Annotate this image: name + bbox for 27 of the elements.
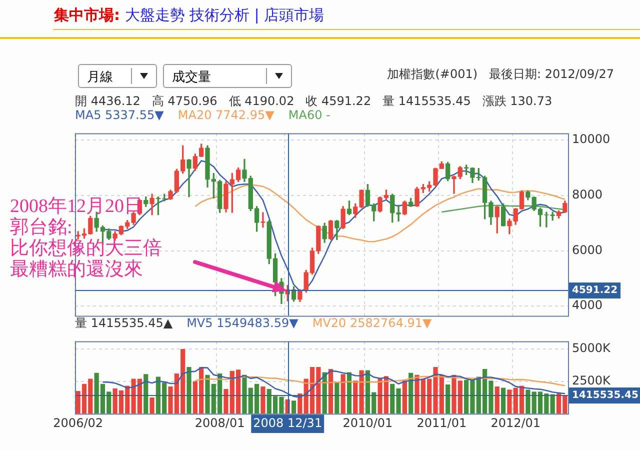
y-tick-label: 2500K	[572, 373, 612, 388]
x-tick-label: 2012/01	[490, 416, 541, 430]
chart-subtitle: 大盤走勢 技術分析 | 店頭市場	[124, 6, 324, 24]
y-tick-label: 4000	[572, 298, 603, 312]
text: MA60 -	[288, 108, 330, 122]
text: 加權指數(#001) 最後日期: 2012/09/27	[387, 67, 614, 81]
ref-line-label: 1415535.45	[572, 390, 638, 402]
x-tick-label: 2006/02	[53, 416, 104, 430]
y-tick-label: 10000	[572, 132, 610, 146]
text: MA5 5337.55▼	[75, 108, 164, 122]
y-tick-label: 5000K	[572, 341, 612, 356]
chart-title: 集中市場:	[54, 6, 120, 24]
dropdown: 成交量	[163, 64, 292, 88]
text: MV5 1549483.59▼	[186, 316, 298, 330]
series-label: 量 1415535.45▲	[75, 316, 173, 330]
dropdown: 月線	[78, 64, 157, 88]
x-tick-label: 2008 12/31	[253, 416, 322, 430]
text: 開 4436.12 高 4750.96 低 4190.02 收 4591.22 量 1415535.45 漲跌 130.73	[75, 93, 552, 110]
x-tick-label: 2011/01	[416, 416, 467, 430]
text: 郭台銘:	[10, 217, 74, 238]
x-tick-label: 2008/01	[194, 416, 245, 430]
y-tick-label: 8000	[572, 188, 603, 202]
y-tick-label: 6000	[572, 242, 603, 257]
x-tick-label: 2010/01	[342, 416, 393, 430]
text: MA20 7742.95▼	[178, 108, 274, 122]
text: MV20 2582764.91▼	[312, 316, 432, 330]
ref-line-label: 4591.22	[572, 285, 618, 296]
